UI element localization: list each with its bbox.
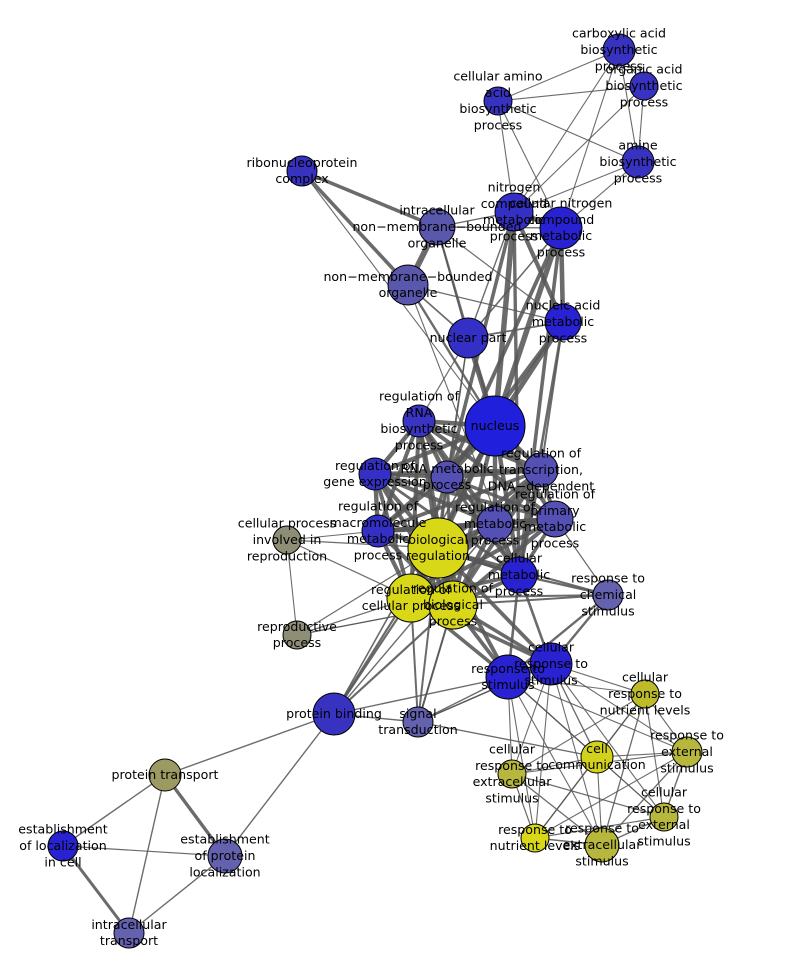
graph-edge[interactable]	[224, 713, 335, 857]
graph-edge[interactable]	[534, 751, 688, 839]
graph-edge[interactable]	[534, 663, 552, 839]
graph-node[interactable]	[113, 917, 145, 949]
graph-edge[interactable]	[377, 516, 556, 534]
graph-edge[interactable]	[128, 774, 166, 934]
graph-edge[interactable]	[374, 472, 556, 521]
graph-node[interactable]	[494, 192, 534, 232]
graph-node[interactable]	[286, 155, 318, 187]
graph-node[interactable]	[282, 620, 312, 650]
graph-node[interactable]	[418, 208, 456, 246]
graph-edge[interactable]	[409, 420, 421, 599]
graph-edge[interactable]	[540, 321, 564, 471]
graph-edge[interactable]	[618, 49, 639, 163]
graph-node[interactable]	[544, 303, 582, 341]
graph-edge[interactable]	[446, 475, 556, 521]
graph-node[interactable]	[483, 86, 513, 116]
graph-edge[interactable]	[513, 161, 639, 213]
graph-edge[interactable]	[511, 693, 646, 775]
graph-node[interactable]	[630, 679, 660, 709]
graph-node[interactable]	[520, 823, 550, 853]
graph-node[interactable]	[629, 71, 659, 101]
graph-edge[interactable]	[467, 211, 515, 339]
graph-edge[interactable]	[601, 693, 646, 846]
graph-edge[interactable]	[497, 100, 562, 229]
graph-node[interactable]	[312, 692, 356, 736]
graph-edge[interactable]	[333, 676, 509, 715]
graph-edge[interactable]	[333, 604, 454, 715]
nodes-layer	[47, 33, 703, 949]
graph-edge[interactable]	[507, 676, 688, 753]
graph-edge[interactable]	[517, 227, 563, 576]
graph-node[interactable]	[402, 404, 436, 438]
graph-node[interactable]	[476, 505, 514, 543]
graph-node[interactable]	[428, 580, 478, 630]
graph-node[interactable]	[671, 736, 703, 768]
graph-node[interactable]	[580, 740, 614, 774]
graph-edge[interactable]	[507, 676, 646, 695]
graph-edge[interactable]	[436, 226, 564, 323]
graph-edge[interactable]	[507, 676, 603, 846]
graph-edge[interactable]	[497, 100, 639, 163]
graph-node[interactable]	[536, 500, 574, 538]
graph-edge[interactable]	[62, 774, 166, 847]
graph-node[interactable]	[447, 317, 489, 359]
graph-node[interactable]	[430, 460, 464, 494]
graph-node[interactable]	[497, 759, 527, 789]
graph-node[interactable]	[407, 517, 469, 579]
graph-edge[interactable]	[512, 211, 565, 323]
graph-edge[interactable]	[417, 663, 552, 723]
graph-edge[interactable]	[417, 721, 598, 758]
graph-edge[interactable]	[301, 169, 438, 229]
graph-node[interactable]	[621, 145, 655, 179]
graph-edge[interactable]	[467, 227, 562, 339]
graph-edge[interactable]	[492, 211, 517, 427]
graph-node[interactable]	[386, 573, 436, 623]
graph-node[interactable]	[358, 457, 392, 491]
graph-edge[interactable]	[511, 773, 665, 818]
graph-node[interactable]	[592, 579, 624, 611]
graph-node[interactable]	[539, 206, 583, 250]
graph-edge[interactable]	[550, 663, 603, 846]
graph-edge[interactable]	[534, 756, 598, 839]
graph-node[interactable]	[500, 556, 538, 594]
graph-node[interactable]	[361, 514, 395, 548]
graph-node[interactable]	[529, 642, 573, 686]
graph-edge[interactable]	[550, 663, 688, 753]
graph-edge[interactable]	[407, 284, 564, 323]
graph-edge[interactable]	[164, 713, 335, 776]
graph-node[interactable]	[649, 802, 679, 832]
graph-edge[interactable]	[511, 773, 603, 846]
graph-edge[interactable]	[550, 663, 665, 818]
graph-edge[interactable]	[513, 85, 645, 213]
edges-layer	[61, 49, 688, 934]
graph-edge[interactable]	[452, 594, 609, 606]
graph-edge[interactable]	[333, 425, 496, 715]
graph-node[interactable]	[602, 33, 636, 67]
graph-edge[interactable]	[507, 676, 536, 839]
graph-edge[interactable]	[644, 693, 665, 818]
graph-node[interactable]	[584, 827, 620, 863]
graph-edge[interactable]	[286, 539, 298, 636]
graph-edge[interactable]	[601, 751, 688, 846]
graph-edge[interactable]	[374, 472, 496, 526]
graph-edge[interactable]	[62, 845, 226, 857]
graph-node[interactable]	[523, 452, 559, 488]
graph-edge[interactable]	[300, 169, 410, 287]
graph-node[interactable]	[207, 838, 243, 874]
graph-edge[interactable]	[497, 49, 620, 102]
graph-node[interactable]	[387, 264, 429, 306]
graph-node[interactable]	[464, 395, 526, 457]
graph-node[interactable]	[402, 706, 434, 738]
graph-edge[interactable]	[128, 855, 226, 934]
graph-node[interactable]	[148, 758, 182, 792]
graph-edge[interactable]	[61, 845, 131, 934]
graph-node[interactable]	[485, 654, 531, 700]
graph-node[interactable]	[47, 830, 79, 862]
graph-node[interactable]	[272, 525, 302, 555]
graph-edge[interactable]	[534, 816, 665, 839]
graph-edge[interactable]	[497, 85, 645, 102]
